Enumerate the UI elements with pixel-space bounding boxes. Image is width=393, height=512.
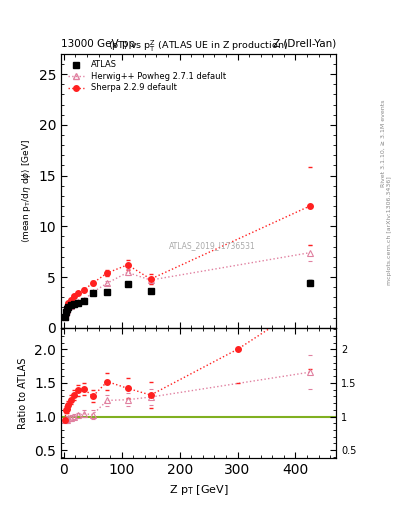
Legend: ATLAS, Herwig++ Powheg 2.7.1 default, Sherpa 2.2.9 default: ATLAS, Herwig++ Powheg 2.7.1 default, Sh… (65, 58, 229, 95)
Text: Z (Drell-Yan): Z (Drell-Yan) (273, 38, 336, 49)
Title: $\langle$pT$\rangle$ vs p$_\mathrm{T}^\mathrm{Z}$ (ATLAS UE in Z production): $\langle$pT$\rangle$ vs p$_\mathrm{T}^\m… (108, 38, 288, 54)
X-axis label: Z p$_\mathrm{T}$ [GeV]: Z p$_\mathrm{T}$ [GeV] (169, 483, 228, 497)
Y-axis label: $\langle$mean p$_\mathrm{T}$/d$\eta$ d$\phi\rangle$ [GeV]: $\langle$mean p$_\mathrm{T}$/d$\eta$ d$\… (20, 139, 33, 243)
Text: Rivet 3.1.10, ≥ 3.1M events: Rivet 3.1.10, ≥ 3.1M events (381, 100, 386, 187)
Text: ATLAS_2019_I1736531: ATLAS_2019_I1736531 (169, 241, 255, 250)
Y-axis label: Ratio to ATLAS: Ratio to ATLAS (18, 357, 29, 429)
Text: 13000 GeV pp: 13000 GeV pp (61, 38, 135, 49)
Text: mcplots.cern.ch [arXiv:1306.3436]: mcplots.cern.ch [arXiv:1306.3436] (387, 176, 391, 285)
